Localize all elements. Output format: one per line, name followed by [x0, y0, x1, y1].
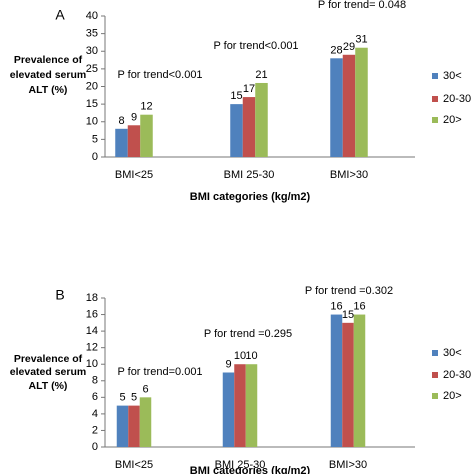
bar [139, 397, 152, 447]
p-trend-annotation: P for trend=0.001 [117, 366, 202, 378]
y-tick-label: 18 [86, 292, 98, 304]
x-tick-label: BMI<25 [115, 459, 153, 471]
y-tick-label: 10 [86, 116, 98, 128]
bar [222, 372, 235, 447]
y-axis-label: elevated serum [10, 366, 86, 378]
y-tick-label: 12 [86, 342, 98, 354]
y-tick-label: 16 [86, 308, 98, 320]
legend-label: 20> [443, 114, 462, 126]
data-label: 15 [230, 90, 242, 102]
legend-swatch [432, 96, 438, 102]
bar [116, 405, 129, 447]
data-label: 5 [119, 392, 125, 404]
x-tick-label: BMI 25-30 [215, 459, 266, 471]
data-label: 9 [225, 359, 231, 371]
chart-panel-a: A 0 5 10 15 20 25 30 35 40 Prevalence of elevated s… [10, 0, 471, 203]
legend-label: 30< [443, 70, 462, 82]
bar [330, 314, 343, 447]
data-label: 21 [255, 69, 267, 81]
legend-swatch [432, 117, 438, 123]
p-trend-annotation: P for trend<0.001 [117, 69, 202, 81]
legend-swatch [432, 393, 438, 399]
y-tick-label: 30 [86, 45, 98, 57]
bar [330, 58, 343, 157]
bar [242, 97, 256, 157]
bar [115, 128, 128, 157]
bar [230, 104, 243, 157]
y-tick-label: 20 [86, 80, 98, 92]
data-label: 29 [343, 41, 355, 53]
y-axis-label: Prevalence of [14, 353, 83, 365]
y-tick-label: 6 [92, 391, 98, 403]
y-tick-label: 5 [92, 133, 98, 145]
data-label: 10 [234, 350, 246, 362]
legend-label: 30< [443, 347, 462, 359]
y-axis-label: ALT (%) [29, 84, 68, 96]
p-trend-annotation: P for trend =0.302 [305, 285, 393, 297]
bar [342, 54, 356, 157]
legend-label: 20-30 [443, 369, 471, 381]
bar [128, 405, 140, 447]
y-axis-label: elevated serum [10, 69, 86, 81]
x-tick-label: BMI<25 [115, 169, 153, 181]
data-label: 17 [243, 83, 255, 95]
p-trend-annotation: P for trend= 0.048 [318, 0, 406, 11]
data-label: 5 [131, 392, 137, 404]
legend-swatch [432, 372, 438, 378]
data-label: 31 [355, 34, 367, 46]
data-label: 28 [330, 44, 342, 56]
data-label: 12 [140, 101, 152, 113]
y-tick-label: 8 [92, 375, 98, 387]
y-tick-label: 4 [92, 408, 98, 420]
legend-label: 20-30 [443, 93, 471, 105]
legend-swatch [432, 350, 438, 356]
bar [245, 364, 258, 447]
y-tick-label: 14 [86, 325, 98, 337]
data-label: 10 [245, 350, 257, 362]
data-label: 6 [142, 383, 148, 395]
bar [342, 322, 354, 447]
y-tick-label: 35 [86, 28, 98, 40]
data-label: 15 [342, 309, 354, 321]
panel-label: B [55, 287, 64, 303]
y-tick-label: 10 [86, 358, 98, 370]
y-axis-label: Prevalence of [14, 54, 83, 66]
data-label: 8 [118, 115, 124, 127]
legend-label: 20> [443, 390, 462, 402]
x-axis-label: BMI categories (kg/m2) [190, 465, 311, 474]
x-tick-label: BMI>30 [330, 169, 368, 181]
y-tick-label: 0 [92, 441, 98, 453]
data-label: 16 [330, 301, 342, 313]
bar [355, 47, 368, 157]
bar [353, 314, 366, 447]
bar [127, 125, 141, 157]
bar [234, 364, 246, 447]
legend-swatch [432, 73, 438, 79]
y-tick-label: 40 [86, 10, 98, 22]
x-axis-label: BMI categories (kg/m2) [190, 191, 311, 203]
p-trend-annotation: P for trend =0.295 [204, 328, 292, 340]
panel-label: A [55, 7, 65, 23]
bar [140, 114, 153, 157]
p-trend-annotation: P for trend<0.001 [213, 40, 298, 52]
y-axis-label: ALT (%) [29, 380, 68, 392]
data-label: 16 [353, 301, 365, 313]
x-tick-label: BMI>30 [329, 459, 367, 471]
y-tick-label: 0 [92, 151, 98, 163]
y-tick-label: 25 [86, 63, 98, 75]
data-label: 9 [131, 111, 137, 123]
bar [255, 82, 268, 157]
y-tick-label: 2 [92, 424, 98, 436]
x-tick-label: BMI 25-30 [224, 169, 275, 181]
y-tick-label: 15 [86, 98, 98, 110]
